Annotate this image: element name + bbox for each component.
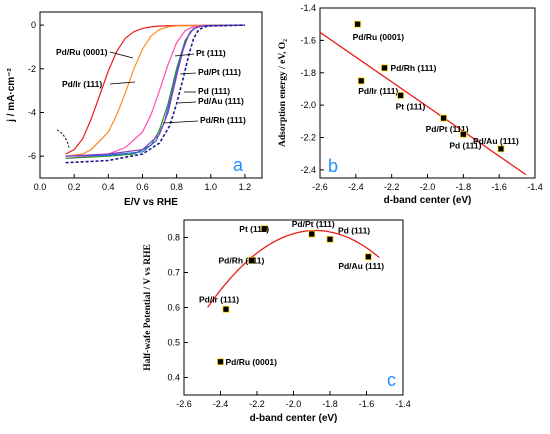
panel-b-point-label: Pd/Pt (111) xyxy=(426,124,469,134)
panel-b-x-tick-label: -2.2 xyxy=(384,182,400,192)
panel-a-x-tick-label: 0.6 xyxy=(136,182,149,192)
panel-a-label-leader xyxy=(109,51,134,59)
panel-c-frame xyxy=(183,219,404,396)
panel-c-y-tick-label: 0.7 xyxy=(167,268,180,278)
panel-b-point-marker xyxy=(497,145,505,153)
panel-a-x-tick-label: 1.2 xyxy=(239,182,252,192)
panel-c-y-tick-label: 0.4 xyxy=(167,373,180,383)
panel-c-x-tick-label: -1.4 xyxy=(395,399,411,409)
panel-b-x-tick-label: -2.4 xyxy=(348,182,364,192)
panel-b-adsorption-energy-chart: -2.6 -2.4 -2.2 -2.0 -1.8 -1.6 -1.4 -1.4 -1.6 -1.8… xyxy=(278,3,543,206)
panel-a-series-line xyxy=(65,24,245,157)
panel-a-series-line xyxy=(65,24,245,155)
panel-b-y-tick-label: -1.4 xyxy=(300,3,316,13)
panel-a-label-leader xyxy=(174,53,195,57)
panel-a-dotted-hook xyxy=(56,129,70,148)
panel-b-point-marker xyxy=(381,64,388,72)
panel-b-y-tick-label: -2.0 xyxy=(300,100,316,110)
panel-b-x-tick-label: -1.4 xyxy=(527,182,543,192)
panel-b-x-tick-label: -2.6 xyxy=(312,182,328,192)
panel-b-y-tick-label: -1.8 xyxy=(300,68,316,78)
panel-c-point-marker xyxy=(364,253,372,261)
panel-b-point-label: Pd/Ru (0001) xyxy=(353,32,405,42)
panel-c-point-marker xyxy=(222,305,230,313)
panel-a-x-tick-label: 0.8 xyxy=(170,182,183,192)
panel-a-label-leader xyxy=(179,72,197,75)
panel-a-y-tick-label: -2 xyxy=(28,64,36,74)
panel-a-y-axis-title: j / mA·cm⁻² xyxy=(6,68,17,123)
panel-c-x-tick-label: -2.4 xyxy=(213,399,229,409)
panel-b-point-marker xyxy=(397,92,405,99)
panel-c-x-axis-title: d-band center (eV) xyxy=(250,413,338,424)
panel-b-x-tick-label: -1.6 xyxy=(491,182,507,192)
panel-b-point-marker xyxy=(440,114,448,122)
panel-b-point-marker xyxy=(354,20,362,28)
panel-b-point-label: Pd/Ir (111) xyxy=(358,86,398,96)
panel-b-x-axis-title: d-band center (eV) xyxy=(384,195,472,206)
panel-a-current-density-chart: 0.0 0.2 0.4 0.6 0.8 1.0 1.2 0 -2 -4 -6 E/V vs RHE j … xyxy=(6,11,263,208)
panel-a-x-tick-label: 0.4 xyxy=(102,182,115,192)
panel-a-y-tick-label: -4 xyxy=(28,107,36,117)
panel-c-point-label: Pd/Rh (111) xyxy=(219,255,265,265)
panel-b-y-tick-label: -1.6 xyxy=(300,35,316,45)
panel-c-point-marker xyxy=(326,235,334,243)
panel-b-point-label: Pd/Rh (111) xyxy=(391,63,437,73)
panel-b-x-tick-label: -2.0 xyxy=(420,182,436,192)
panel-b-x-tick-label: -1.8 xyxy=(456,182,472,192)
panel-c-y-tick-label: 0.6 xyxy=(167,303,180,313)
panel-a-letter: a xyxy=(233,155,244,175)
panel-c-y-tick-label: 0.8 xyxy=(167,233,180,243)
panel-c-point-marker xyxy=(308,230,316,238)
panel-c-letter: c xyxy=(387,370,396,390)
panel-b-point-label: Pd (111) xyxy=(449,140,481,150)
panel-c-point-label: Pd/Au (111) xyxy=(338,261,384,271)
panel-c-x-tick-label: -2.6 xyxy=(176,399,192,409)
panel-a-y-tick-label: -6 xyxy=(28,151,36,161)
panel-b-y-tick-label: -2.2 xyxy=(300,133,316,143)
panel-c-x-tick-label: -1.8 xyxy=(322,399,338,409)
panel-b-point-marker xyxy=(459,130,467,138)
panel-a-label-leader xyxy=(162,120,199,124)
panel-a-label-leader xyxy=(177,101,197,104)
panel-b-point-label: Pt (111) xyxy=(396,101,426,111)
panel-a-series-label: Pd/Ru (0001) xyxy=(56,47,108,57)
panel-a-series-label: Pt (111) xyxy=(196,48,226,58)
panel-c-point-label: Pd/Ir (111) xyxy=(199,294,239,304)
panel-b-letter: b xyxy=(328,156,338,176)
panel-c-point-label: Pd (111) xyxy=(338,225,370,235)
panel-a-x-axis-title: E/V vs RHE xyxy=(124,197,178,208)
panel-a-series-label: Pd/Rh (111) xyxy=(200,115,246,125)
panel-a-series-label: Pd/Au (111) xyxy=(198,96,244,106)
panel-c-fit-curve xyxy=(207,229,380,308)
panel-c-x-tick-label: -1.6 xyxy=(359,399,375,409)
panel-a-x-tick-label: 0.0 xyxy=(34,182,47,192)
panel-b-fit-line xyxy=(319,31,527,176)
panel-c-point-marker xyxy=(260,225,268,233)
panel-a-frame xyxy=(39,11,263,179)
panel-a-x-tick-label: 0.2 xyxy=(68,182,81,192)
panel-c-point-label: Pd/Pt (111) xyxy=(292,219,335,229)
panel-a-series-line xyxy=(65,24,245,157)
panel-a-x-tick-label: 1.0 xyxy=(205,182,218,192)
panel-a-series-line xyxy=(65,24,245,164)
panel-a-series-label: Pd (111) xyxy=(198,86,230,96)
panel-a-series-label: Pd/Pt (111) xyxy=(198,67,241,77)
panel-b-point-label: Pd/Au (111) xyxy=(473,136,519,146)
panel-c-x-tick-label: -2.2 xyxy=(249,399,265,409)
panel-b-y-axis-title: Adsorption energy / eV, O₂ xyxy=(278,39,288,147)
panel-c-point-marker xyxy=(248,256,255,264)
panel-c-y-axis-title: Half-wafe Potential / V vs RHE xyxy=(143,244,153,371)
panel-c-half-wave-potential-chart: -2.6 -2.4 -2.2 -2.0 -1.8 -1.6 -1.4 0.4 0.5 0.6 0.7… xyxy=(143,219,411,424)
panel-c-point-marker xyxy=(217,358,224,366)
panel-a-label-leader xyxy=(109,81,136,85)
panel-c-y-tick-label: 0.5 xyxy=(167,338,180,348)
panel-a-series-label: Pd/Ir (111) xyxy=(62,79,102,89)
panel-b-y-tick-label: -2.4 xyxy=(300,165,316,175)
panel-c-point-label: Pd/Ru (0001) xyxy=(226,357,278,367)
panel-c-x-tick-label: -2.0 xyxy=(286,399,302,409)
panel-c-point-label: Pt (111) xyxy=(239,224,269,234)
panel-a-y-tick-label: 0 xyxy=(31,20,36,30)
panel-b-point-marker xyxy=(357,77,365,85)
